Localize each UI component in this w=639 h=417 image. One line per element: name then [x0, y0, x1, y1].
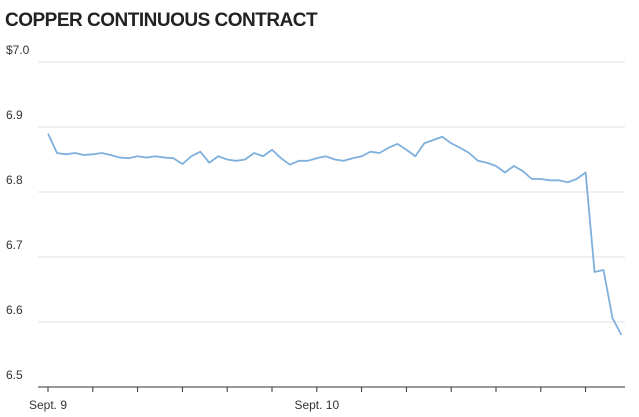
y-tick-label: 6.5 — [6, 368, 23, 382]
y-tick-label: 6.8 — [6, 173, 23, 187]
y-tick-label: 6.6 — [6, 303, 23, 317]
y-tick-label: 6.9 — [6, 108, 23, 122]
x-tick-label: Sept. 10 — [294, 398, 339, 412]
x-tick-label: Sept. 9 — [29, 398, 67, 412]
y-tick-label: $7.0 — [6, 43, 30, 57]
y-tick-label: 6.7 — [6, 238, 23, 252]
price-line — [47, 133, 623, 336]
chart-title: COPPER CONTINUOUS CONTRACT — [5, 10, 318, 31]
